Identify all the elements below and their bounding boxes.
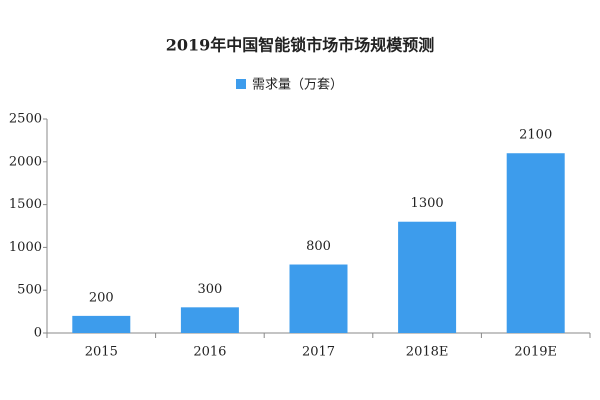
x-tick-label: 2016 <box>193 345 226 360</box>
x-tick-label: 2018E <box>406 345 449 360</box>
y-tick-label: 2500 <box>9 112 42 127</box>
bar <box>180 307 239 333</box>
bar <box>289 264 348 333</box>
y-tick-label: 1000 <box>9 240 42 255</box>
y-tick-label: 0 <box>34 326 42 341</box>
data-label: 800 <box>306 239 331 254</box>
data-label: 200 <box>89 290 114 305</box>
data-label: 1300 <box>411 196 444 211</box>
x-tick-label: 2015 <box>85 345 118 360</box>
y-tick-label: 1500 <box>9 197 42 212</box>
data-label: 300 <box>197 282 222 297</box>
legend-swatch <box>236 79 246 89</box>
bar <box>398 221 457 333</box>
bar <box>72 315 131 333</box>
y-tick-label: 2000 <box>9 154 42 169</box>
legend-label: 需求量（万套） <box>252 77 343 93</box>
bar <box>506 153 565 333</box>
y-tick-label: 500 <box>17 283 42 298</box>
x-tick-label: 2019E <box>514 345 557 360</box>
data-label: 2100 <box>519 128 552 143</box>
x-tick-label: 2017 <box>302 345 335 360</box>
chart-title: 2019年中国智能锁市场市场规模预测 <box>166 36 435 55</box>
